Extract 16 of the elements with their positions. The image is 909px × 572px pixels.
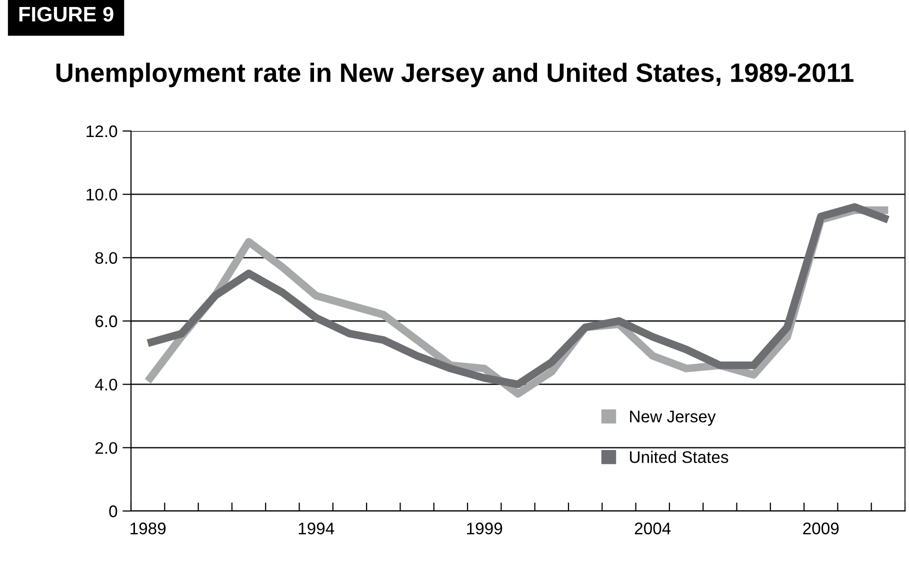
x-tick-label: 2004 bbox=[634, 522, 671, 534]
y-tick-label: 10.0 bbox=[86, 188, 118, 201]
x-tick-label: 1999 bbox=[467, 522, 502, 534]
y-tick-label: 0 bbox=[109, 505, 118, 518]
y-tick-label: 12.0 bbox=[86, 125, 118, 138]
y-tick-label: 4.0 bbox=[95, 378, 118, 391]
chart-title: Unemployment rate in New Jersey and United States, 1989-2011 bbox=[56, 62, 854, 88]
x-tick-label: 2009 bbox=[803, 522, 839, 534]
legend-label: New Jersey bbox=[630, 410, 716, 426]
legend-label: United States bbox=[630, 450, 728, 464]
y-tick-label: 8.0 bbox=[95, 252, 118, 264]
y-tick-label: 2.0 bbox=[95, 442, 118, 454]
caption: FIGURE 9 bbox=[19, 6, 114, 22]
x-tick-label: 1989 bbox=[130, 522, 166, 534]
y-tick-label: 6.0 bbox=[95, 315, 118, 328]
x-tick-label: 1994 bbox=[298, 522, 334, 534]
